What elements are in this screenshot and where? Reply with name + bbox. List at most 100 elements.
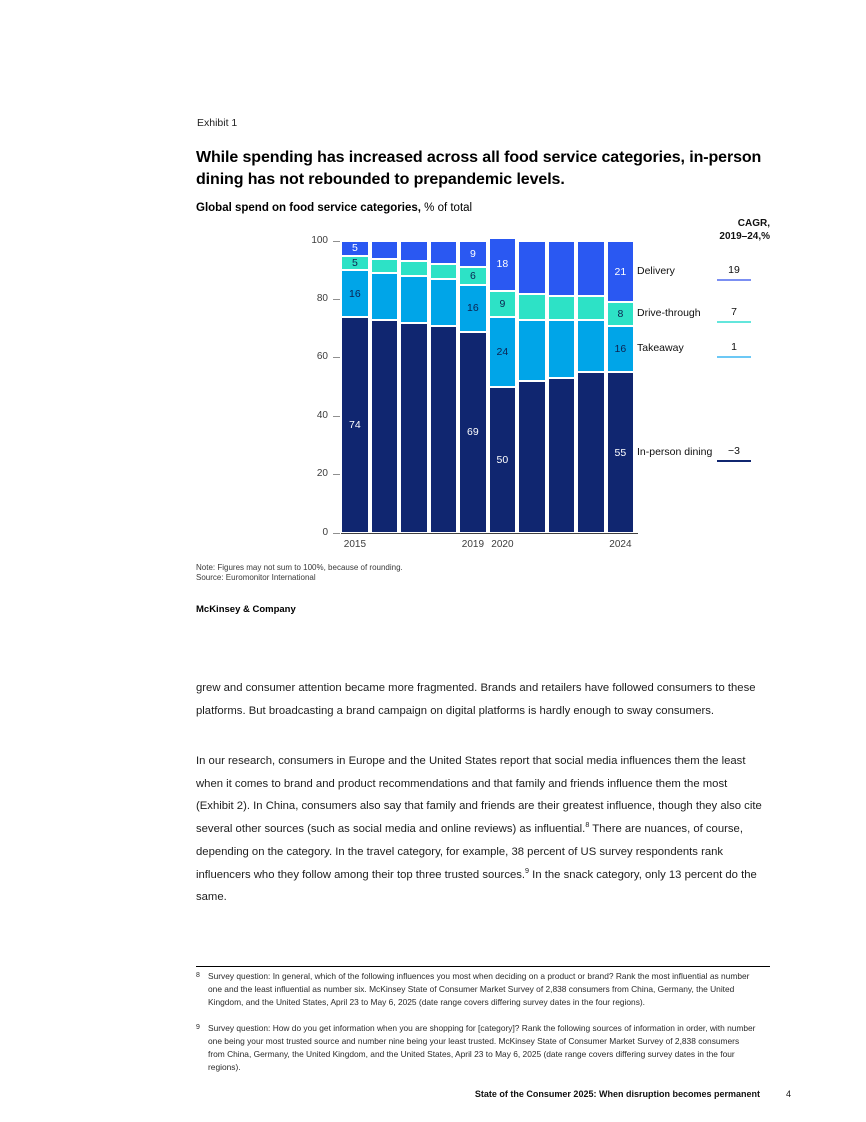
bar-segment — [400, 241, 428, 262]
bar-segment — [488, 238, 517, 291]
chart-source: Source: Euromonitor International — [196, 573, 316, 582]
y-axis-tick-mark — [333, 474, 340, 476]
bar-segment — [429, 241, 458, 265]
footnote-9-text: Survey question: How do you get informat… — [208, 1023, 756, 1072]
bar-segment — [577, 372, 605, 533]
bar-segment — [429, 278, 458, 326]
bar-segment — [370, 273, 399, 320]
y-axis-tick-mark — [333, 357, 340, 359]
cagr-value: 7 — [731, 306, 737, 318]
cagr-underline — [717, 356, 751, 359]
bar-segment — [459, 267, 487, 285]
bar-segment — [518, 241, 546, 294]
bar-segment — [400, 276, 428, 323]
chart-title-unit: % of total — [420, 202, 473, 214]
y-axis-tick-mark — [333, 415, 340, 417]
body-paragraph-2-text-b: There are nuances, of course, depending … — [196, 823, 743, 881]
bar-segment — [429, 264, 458, 279]
bar-segment — [577, 319, 605, 373]
chart-title: Global spend on food service categories,… — [196, 202, 472, 214]
bar-segment — [341, 316, 369, 533]
cagr-underline — [717, 278, 751, 281]
cagr-header-line2: 2019–24,% — [719, 231, 770, 242]
cagr-value: 1 — [731, 341, 737, 354]
x-axis-label: 2015 — [343, 539, 367, 550]
exhibit-chart: CAGR, 2019–24,% 0 20 40 60 80 100 74 16 5 5 2015 69 1… — [196, 216, 816, 561]
bar-value-label: 5 — [351, 242, 358, 255]
bar-value-label: 16 — [467, 302, 479, 315]
bar-segment — [429, 325, 458, 533]
body-paragraph-2-text-a: In our research, consumers in Europe and… — [196, 755, 762, 836]
bar-segment — [341, 241, 369, 256]
legend-label: Delivery — [637, 264, 675, 277]
cagr-underline — [717, 321, 751, 323]
body-paragraph-1: grew and consumer attention became more … — [196, 682, 756, 717]
bar-segment — [488, 387, 517, 533]
bar-value-label: 24 — [496, 345, 509, 358]
y-axis-tick-label: 20 — [316, 468, 328, 480]
bar-segment — [606, 325, 635, 373]
cagr-value: 19 — [728, 263, 740, 276]
legend-label: Drive-through — [637, 307, 701, 319]
bar-segment — [400, 322, 428, 533]
bar-segment — [459, 284, 487, 332]
bar-value-label: 69 — [467, 426, 479, 439]
bar-value-label: 16 — [349, 287, 361, 300]
legend-label: Takeaway — [637, 342, 684, 355]
bar-value-label: 55 — [614, 446, 627, 459]
y-axis-tick-mark — [333, 532, 340, 534]
bar-segment — [488, 316, 517, 387]
cagr-column-header: CAGR, 2019–24,% — [630, 217, 770, 243]
footnote-8-text: Survey question: In general, which of th… — [208, 971, 750, 1007]
exhibit-heading-line2: dining has not rebounded to prepandemic … — [196, 170, 565, 188]
footer-report-title: State of the Consumer 2025: When disrupt… — [474, 1089, 760, 1099]
mckinsey-brand-label: McKinsey & Company — [196, 604, 296, 615]
bar-value-label: 74 — [349, 418, 361, 431]
x-axis-line — [341, 533, 638, 534]
exhibit-heading-line1: While spending has increased across all … — [196, 149, 762, 166]
bar-segment — [341, 270, 369, 317]
y-axis-tick-label: 40 — [316, 409, 328, 421]
chart-title-main: Global spend on food service categories, — [196, 202, 421, 214]
bar-value-label: 16 — [614, 343, 627, 356]
cagr-header-line1: CAGR, — [737, 218, 770, 229]
bar-value-label: 21 — [614, 265, 627, 278]
x-axis-label: 2020 — [491, 539, 514, 550]
bar-segment — [341, 255, 369, 271]
bar-segment — [459, 241, 487, 268]
y-axis-tick-label: 0 — [322, 526, 328, 538]
x-axis-label: 2024 — [609, 539, 632, 550]
footer-page-number: 4 — [785, 1089, 791, 1099]
bar-value-label: 9 — [499, 297, 506, 310]
bar-segment — [577, 296, 605, 320]
y-axis-tick-label: 100 — [311, 234, 328, 246]
body-paragraph-2: In our research, consumers in Europe and… — [196, 750, 762, 909]
y-axis-tick-label: 80 — [316, 292, 328, 304]
cagr-value: −3 — [728, 444, 740, 457]
bar-segment — [518, 381, 546, 533]
page-footer: State of the Consumer 2025: When disrupt… — [196, 1089, 791, 1099]
footnote-8-number: 8 — [196, 972, 200, 979]
legend-label: In-person dining — [637, 445, 713, 458]
bar-segment — [547, 296, 576, 320]
bar-segment — [459, 331, 487, 533]
bar-segment — [370, 241, 399, 259]
bar-segment — [606, 372, 635, 533]
bar-value-label: 8 — [617, 308, 624, 320]
cagr-underline — [717, 459, 751, 462]
body-paragraph-2-text-c: In the snack category, only 13 percent d… — [196, 868, 757, 904]
bar-segment — [518, 319, 546, 382]
bar-value-label: 6 — [469, 270, 476, 283]
bar-value-label: 18 — [496, 258, 509, 271]
bar-segment — [370, 319, 399, 533]
bar-segment — [606, 302, 635, 326]
footnote-9-number: 9 — [196, 1024, 200, 1031]
bar-segment — [547, 241, 576, 297]
bar-value-label: 50 — [496, 454, 509, 466]
x-axis-label: 2019 — [461, 539, 485, 550]
y-axis-tick-label: 60 — [316, 351, 328, 363]
bar-value-label: 9 — [469, 248, 476, 261]
y-axis-tick-mark — [333, 298, 340, 300]
chart-note: Note: Figures may not sum to 100%, becau… — [196, 563, 403, 572]
